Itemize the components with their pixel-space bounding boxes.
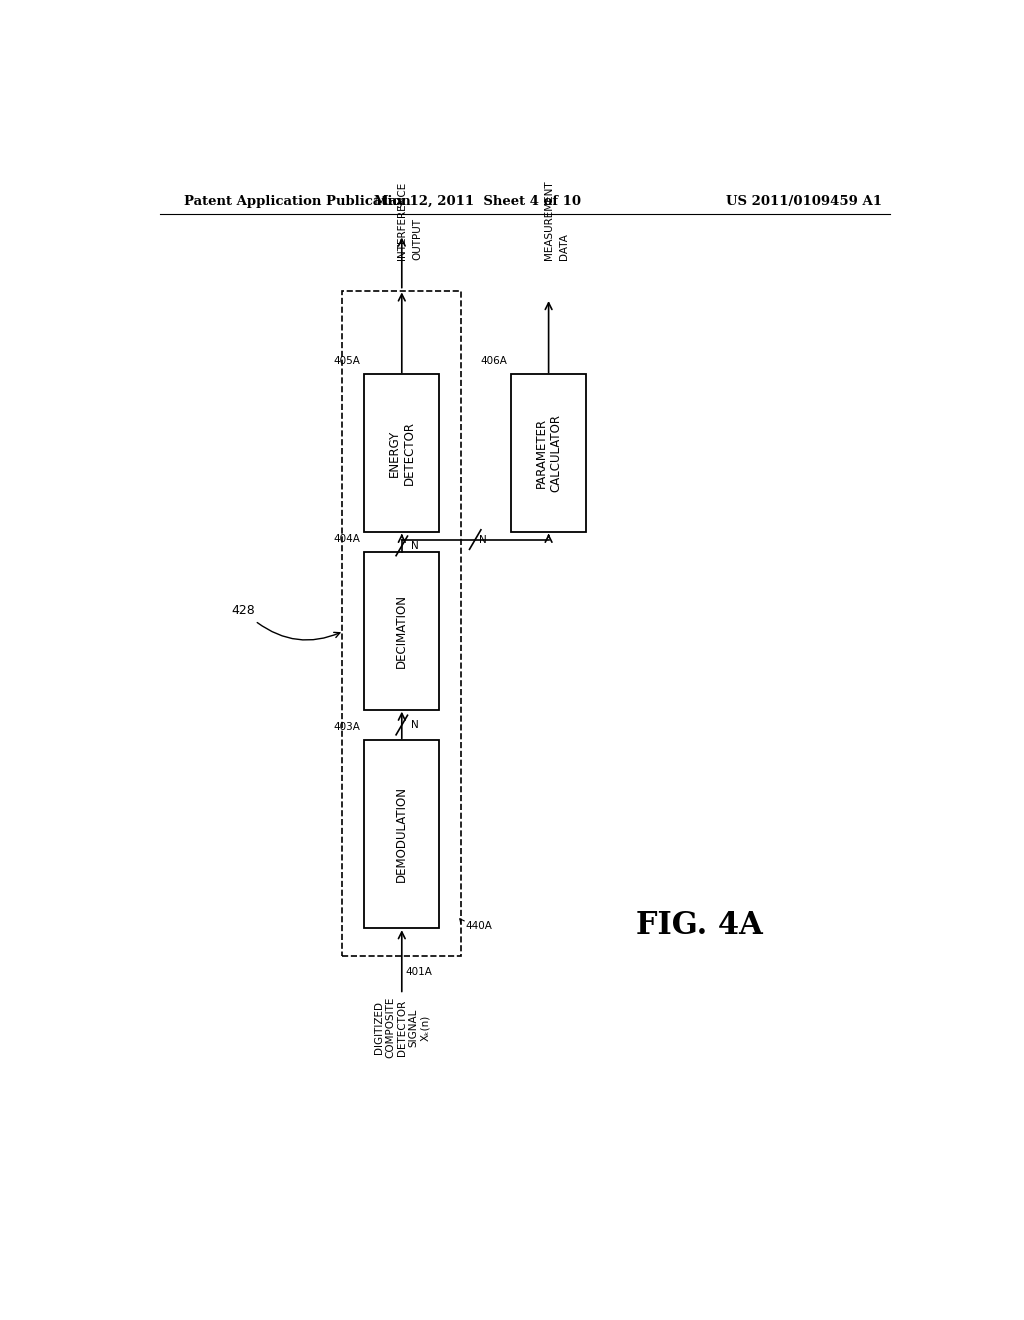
Bar xyxy=(511,375,587,532)
Text: 428: 428 xyxy=(231,605,255,618)
Text: N: N xyxy=(412,541,419,550)
Text: Patent Application Publication: Patent Application Publication xyxy=(183,194,411,207)
Text: 404A: 404A xyxy=(333,535,360,544)
Text: DEMODULATION: DEMODULATION xyxy=(395,787,409,882)
Bar xyxy=(365,552,439,710)
Text: May 12, 2011  Sheet 4 of 10: May 12, 2011 Sheet 4 of 10 xyxy=(374,194,581,207)
Bar xyxy=(365,375,439,532)
Text: 403A: 403A xyxy=(333,722,360,733)
Text: ENERGY
DETECTOR: ENERGY DETECTOR xyxy=(388,421,416,486)
Text: MEASUREMENT: MEASUREMENT xyxy=(544,181,554,260)
Text: US 2011/0109459 A1: US 2011/0109459 A1 xyxy=(726,194,882,207)
Text: N: N xyxy=(479,535,487,545)
Text: OUTPUT: OUTPUT xyxy=(413,218,423,260)
Text: FIG. 4A: FIG. 4A xyxy=(636,911,763,941)
Text: DECIMATION: DECIMATION xyxy=(395,594,409,668)
Text: DIGITIZED
COMPOSITE
DETECTOR
SIGNAL
Xₖ(n): DIGITIZED COMPOSITE DETECTOR SIGNAL Xₖ(n… xyxy=(374,997,430,1059)
Bar xyxy=(342,290,461,956)
Text: 405A: 405A xyxy=(333,356,360,366)
Text: 440A: 440A xyxy=(465,921,493,931)
Text: PARAMETER
CALCULATOR: PARAMETER CALCULATOR xyxy=(535,414,562,492)
Text: 401A: 401A xyxy=(406,966,432,977)
Text: 406A: 406A xyxy=(480,356,507,366)
Text: N: N xyxy=(412,719,419,730)
Bar xyxy=(365,741,439,928)
Text: INTERFERENCE: INTERFERENCE xyxy=(396,182,407,260)
Text: DATA: DATA xyxy=(559,234,569,260)
